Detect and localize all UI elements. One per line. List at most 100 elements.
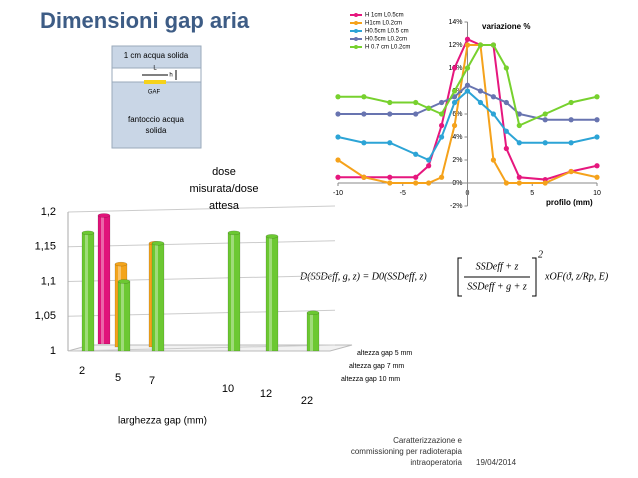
legend-marker xyxy=(354,29,358,33)
y-tick-label: 4% xyxy=(452,134,462,141)
point xyxy=(503,65,509,71)
bar-shine xyxy=(231,232,234,351)
legend-label: altezza gap 10 mm xyxy=(341,376,400,383)
point xyxy=(361,140,367,146)
bar-top xyxy=(227,230,241,236)
legend-marker xyxy=(354,37,358,41)
phantom xyxy=(111,81,202,149)
grid-line xyxy=(67,309,336,317)
legend-marker xyxy=(354,45,358,49)
bar-shine xyxy=(155,243,158,351)
y-tick-label: 8% xyxy=(452,88,462,95)
point xyxy=(464,65,471,71)
legend-label: H1cm L0.2cm xyxy=(365,21,402,27)
x-tick-label: -5 xyxy=(400,190,406,197)
point xyxy=(594,134,600,140)
point xyxy=(335,157,341,163)
y-tick-label: 12% xyxy=(448,42,462,49)
point xyxy=(387,111,393,117)
y-tick-label: 2% xyxy=(452,157,462,164)
point xyxy=(387,140,393,146)
point xyxy=(361,174,367,180)
x-tick-label: 7 xyxy=(149,375,155,387)
formula-exponent: 2 xyxy=(538,249,543,260)
footer-date: 19/04/2014 xyxy=(476,458,517,467)
x-axis-title: profilo (mm) xyxy=(546,198,593,207)
point xyxy=(413,180,419,186)
point xyxy=(516,122,522,129)
point xyxy=(490,42,496,48)
point xyxy=(516,140,522,146)
point xyxy=(594,163,600,169)
point xyxy=(464,42,471,48)
diagram-label: h xyxy=(169,73,172,79)
point xyxy=(490,94,496,100)
point xyxy=(503,128,509,134)
point xyxy=(594,174,600,180)
legend-label: H0.5cm L0.5 cm xyxy=(365,29,409,35)
y-tick-label: 14% xyxy=(448,19,462,26)
y-tick-label: 1,05 xyxy=(35,310,56,322)
legend-label: H0.5cm L0.2cm xyxy=(365,37,407,43)
diagram-label: GAF xyxy=(148,90,161,96)
point xyxy=(426,157,432,163)
point xyxy=(426,105,432,111)
legend-label: H 1cm L0.5cm xyxy=(365,13,404,19)
point xyxy=(387,174,393,180)
point xyxy=(568,99,574,106)
point xyxy=(464,82,471,88)
y-axis-title: variazione % xyxy=(482,22,530,31)
point xyxy=(451,122,458,129)
point xyxy=(426,180,432,186)
bar xyxy=(306,310,320,352)
point xyxy=(594,94,600,100)
bar xyxy=(265,234,279,352)
diagram: 1 cm acqua solida L h GAF fantoccio acqu… xyxy=(111,45,202,149)
y-tick-label: -2% xyxy=(450,203,462,210)
bracket xyxy=(457,257,537,297)
point xyxy=(477,88,484,94)
x-tick-label: 22 xyxy=(301,395,313,407)
bar-shine xyxy=(269,236,272,351)
point xyxy=(542,111,548,117)
bar-top xyxy=(151,241,165,246)
bar-top xyxy=(97,213,111,218)
bar-shine xyxy=(121,281,124,351)
point xyxy=(413,174,419,180)
point xyxy=(335,111,341,117)
formula-denominator: SSDeff + g + z xyxy=(467,281,527,292)
point xyxy=(568,168,574,175)
legend-label: altezza gap 5 mm xyxy=(357,350,412,357)
chart-title: attesa xyxy=(209,200,240,212)
point xyxy=(477,42,484,48)
point xyxy=(335,94,341,100)
y-tick-label: 1 xyxy=(50,345,56,357)
bar-shine xyxy=(85,232,88,351)
legend-marker xyxy=(354,13,358,17)
x-tick-label: -10 xyxy=(333,190,343,197)
bar-shine xyxy=(101,215,104,344)
point xyxy=(451,88,458,94)
x-tick-label: 10 xyxy=(222,383,234,395)
point xyxy=(413,151,419,157)
footer-text: Caratterizzazione e xyxy=(393,436,462,445)
point xyxy=(503,180,509,186)
point xyxy=(335,174,341,180)
point xyxy=(387,180,393,186)
legend-label: altezza gap 7 mm xyxy=(349,363,404,370)
bar xyxy=(97,213,111,345)
footer-text: intraoperatoria xyxy=(410,458,462,467)
x-axis-title: larghezza gap (mm) xyxy=(118,416,207,427)
point xyxy=(477,99,484,106)
point xyxy=(413,111,419,117)
footer-text: commissioning per radioterapia xyxy=(351,447,463,456)
grid-line xyxy=(67,275,336,282)
grid-line xyxy=(67,344,336,352)
diagram-label: 1 cm acqua solida xyxy=(124,51,189,60)
point xyxy=(568,117,574,123)
point xyxy=(439,111,445,117)
bar-top xyxy=(114,261,128,267)
point xyxy=(451,65,458,71)
point xyxy=(568,140,574,146)
